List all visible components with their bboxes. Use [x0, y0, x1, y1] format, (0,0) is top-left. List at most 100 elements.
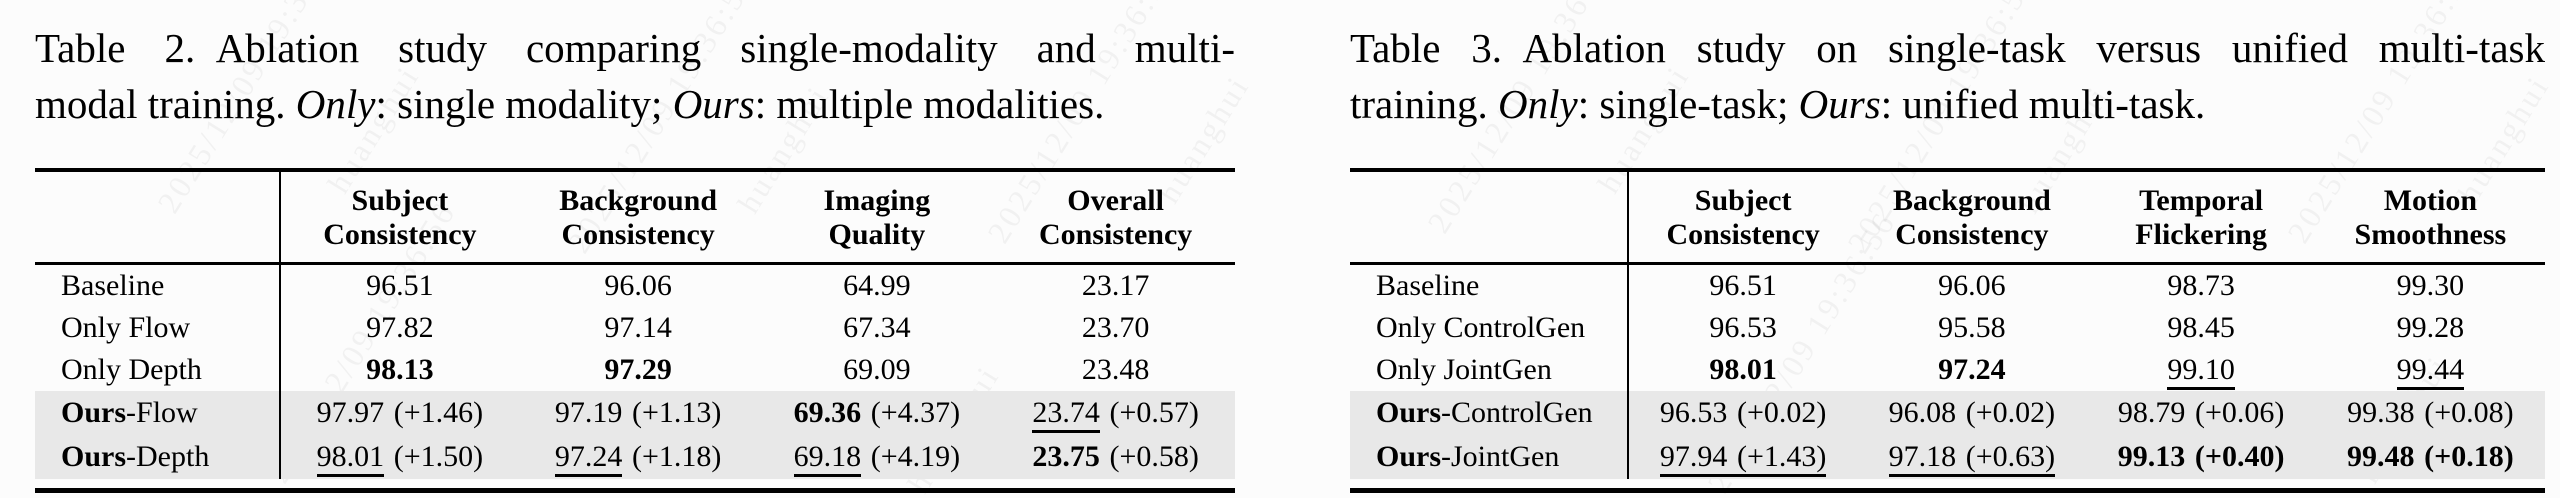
caption-only-italic: Only	[1498, 81, 1578, 127]
metric-value: 97.18	[1888, 440, 1957, 473]
header-line: Consistency	[561, 218, 715, 251]
metric-delta: (+0.06)	[2194, 396, 2285, 429]
table2-section: Table 2. Ablation study comparing single…	[35, 20, 1235, 493]
table-bottom-gap	[1350, 479, 2545, 491]
table3-caption: Table 3. Ablation study on single-task v…	[1350, 20, 2545, 132]
metric-value-second: 97.18 (+0.63)	[1888, 440, 2056, 477]
header-line: Subject	[351, 184, 449, 217]
value-cell: 96.08 (+0.02)	[1857, 391, 2086, 435]
caption-text: modal training.	[35, 81, 296, 127]
metric-value: 97.82	[366, 311, 434, 344]
col-header-background-consistency: Background Consistency	[518, 170, 758, 265]
row-label-bold: Ours	[1376, 440, 1442, 473]
row-only-flow: Only Flow 97.82 97.14 67.34 23.70	[35, 307, 1235, 349]
value-cell: 97.14	[519, 307, 758, 349]
metric-value: 99.30	[2396, 269, 2465, 302]
value-cell: 96.06	[519, 264, 758, 308]
table3: Subject Consistency Background Consistency…	[1350, 168, 2545, 493]
row-baseline: Baseline 96.51 96.06 64.99 23.17	[35, 263, 1235, 308]
metric-value: 97.14	[604, 311, 672, 344]
col-header-background-consistency: Background Consistency	[1857, 170, 2087, 265]
metric-delta: (+0.18)	[2424, 440, 2514, 473]
row-label: Ours-ControlGen	[1350, 391, 1629, 435]
caption-ours-italic: Ours	[672, 81, 755, 127]
col-header-overall-consistency: Overall Consistency	[996, 170, 1235, 265]
col-header-subject-consistency: Subject Consistency	[280, 170, 519, 265]
row-ours-controlgen: Ours-ControlGen 96.53 (+0.02) 96.08 (+0.02…	[1350, 391, 2545, 435]
col-header-subject-consistency: Subject Consistency	[1628, 170, 1858, 265]
table2-caption-line1: Table 2. Ablation study comparing single…	[35, 25, 1235, 71]
metric-value: 64.99	[843, 269, 911, 302]
header-line: Consistency	[1895, 218, 2049, 251]
col-header-motion-smoothness: Motion Smoothness	[2315, 170, 2545, 265]
col-header-imaging-quality: Imaging Quality	[757, 170, 997, 265]
metric-delta: (+0.02)	[1736, 396, 1827, 429]
caption-only-italic: Only	[295, 81, 376, 127]
metric-delta: (+1.46)	[393, 396, 484, 429]
col-header-temporal-flickering: Temporal Flickering	[2086, 170, 2316, 265]
value-cell: 97.82	[280, 307, 519, 349]
value-cell: 23.17	[996, 264, 1235, 308]
value-cell: 99.38 (+0.08)	[2316, 391, 2545, 435]
table2-caption-line2: modal training. Only: single modality; O…	[35, 76, 1235, 132]
metric-value: 99.48	[2347, 440, 2415, 473]
table3-caption-line1: Table 3. Ablation study on single-task v…	[1350, 25, 2545, 71]
metric-value: 96.53	[1659, 396, 1728, 429]
metric-value: 96.51	[1709, 269, 1777, 302]
caption-text: training.	[1350, 81, 1499, 127]
row-label-text: Only Depth	[61, 353, 202, 386]
metric-delta: (+0.08)	[2424, 396, 2514, 429]
metric-value-best: 69.36	[793, 396, 862, 429]
metric-value-second: 23.74	[1032, 396, 1100, 433]
metric-delta: (+1.50)	[393, 440, 484, 473]
value-cell: 23.74 (+0.57)	[996, 391, 1235, 435]
header-line: Quality	[828, 218, 926, 251]
value-cell: 98.01 (+1.50)	[280, 435, 519, 479]
metric-value: 96.51	[366, 269, 434, 302]
metric-value: 97.94	[1659, 440, 1728, 473]
value-cell: 96.51	[280, 264, 519, 308]
value-cell: 99.48 (+0.18)	[2316, 435, 2545, 479]
corner-cell	[1350, 170, 1629, 265]
value-cell: 97.29	[519, 349, 758, 391]
row-ours-depth: Ours-Depth 98.01 (+1.50) 97.24 (+1.18) 69.…	[35, 435, 1235, 479]
header-line: Overall	[1067, 184, 1164, 217]
value-cell: 99.10	[2087, 349, 2316, 391]
row-ours-jointgen: Ours-JointGen 97.94 (+1.43) 97.18 (+0.63) …	[1350, 435, 2545, 479]
metric-value-second: 99.44	[2396, 353, 2465, 390]
header-line: Flickering	[2135, 218, 2267, 251]
value-cell: 97.24 (+1.18)	[519, 435, 758, 479]
metric-delta: (+0.57)	[1109, 396, 1199, 429]
value-cell: 99.28	[2316, 307, 2545, 349]
header-line: Imaging	[823, 184, 931, 217]
header-line: Motion	[2383, 184, 2478, 217]
row-label-bold: Ours	[61, 396, 127, 429]
value-cell: 69.09	[758, 349, 997, 391]
row-ours-flow: Ours-Flow 97.97 (+1.46) 97.19 (+1.13) 69.3…	[35, 391, 1235, 435]
row-label-text: Only ControlGen	[1376, 311, 1586, 344]
value-cell: 67.34	[758, 307, 997, 349]
metric-value: 97.97	[316, 396, 385, 429]
metric-delta: (+4.19)	[870, 440, 961, 473]
header-line: Background	[559, 184, 718, 217]
value-cell: 98.79 (+0.06)	[2087, 391, 2316, 435]
value-cell: 98.73	[2087, 264, 2316, 308]
table2: Subject Consistency Background Consistency…	[35, 168, 1235, 493]
metric-delta: (+0.02)	[1965, 396, 2056, 429]
row-only-depth: Only Depth 98.13 97.29 69.09 23.48	[35, 349, 1235, 391]
header-line: Background	[1892, 184, 2051, 217]
metric-value-second: 99.10	[2167, 353, 2235, 390]
row-label: Ours-JointGen	[1350, 435, 1629, 479]
metric-value-second: 97.94 (+1.43)	[1659, 440, 1827, 477]
metric-value: 96.53	[1709, 311, 1777, 344]
metric-value-second: 69.18	[793, 440, 862, 477]
metric-value: 96.06	[1938, 269, 2006, 302]
metric-value: 98.79	[2117, 396, 2186, 429]
metric-value-best: 97.29	[604, 353, 672, 386]
metric-value-second: 98.01	[316, 440, 385, 477]
row-label-text: Only Flow	[61, 311, 191, 344]
header-line: Consistency	[1666, 218, 1820, 251]
value-cell: 23.48	[996, 349, 1235, 391]
header-line: Consistency	[1038, 218, 1193, 251]
